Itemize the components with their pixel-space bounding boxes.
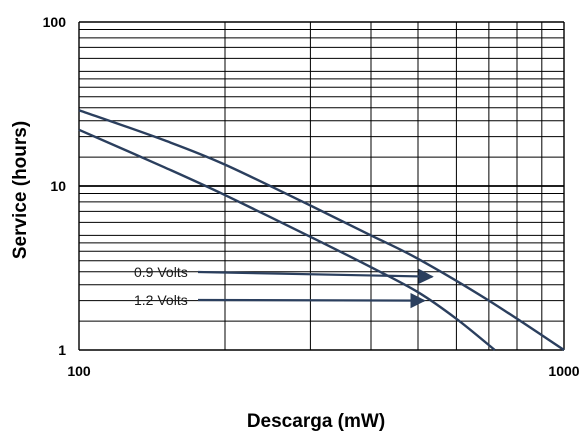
y-tick-label: 100 bbox=[43, 14, 67, 30]
grid bbox=[78, 21, 565, 351]
x-axis-label: Descarga (mW) bbox=[247, 411, 385, 432]
x-tick-label: 1000 bbox=[548, 363, 579, 379]
annotation-arrow bbox=[197, 268, 434, 285]
tick-labels: 100 1000 100 10 1 bbox=[43, 14, 580, 379]
annotation-label: 0.9 Volts bbox=[134, 264, 188, 280]
annotations: 0.9 Volts 1.2 Volts bbox=[134, 264, 434, 309]
series-line-1-2-volts bbox=[78, 128, 496, 351]
y-tick-label: 10 bbox=[50, 178, 66, 194]
x-tick-label: 100 bbox=[67, 363, 91, 379]
series-line-0-9-volts bbox=[78, 109, 565, 352]
annotation-arrow bbox=[197, 292, 426, 309]
y-axis-label: Service (hours) bbox=[10, 121, 31, 259]
curves bbox=[78, 109, 565, 352]
y-tick-label: 1 bbox=[58, 342, 66, 358]
annotation-label: 1.2 Volts bbox=[134, 292, 188, 308]
